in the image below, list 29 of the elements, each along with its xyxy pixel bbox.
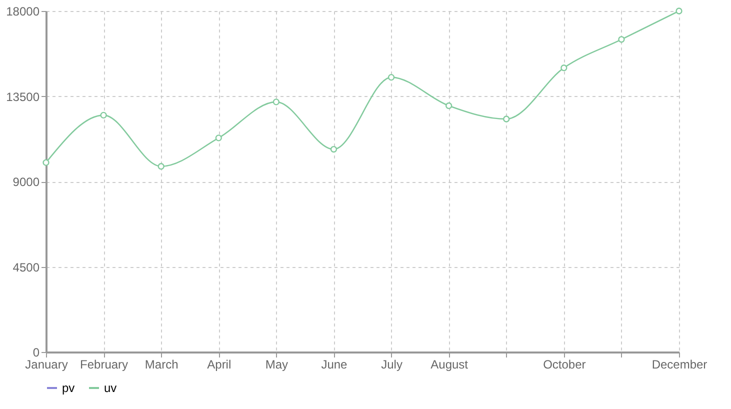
x-tick-label: August [430, 358, 469, 372]
y-tick-label: 0 [32, 346, 40, 360]
point [215, 134, 222, 142]
point [330, 146, 338, 153]
y-tick-label: 18000 [6, 4, 40, 18]
x-tick-label: July [381, 358, 402, 372]
point [445, 102, 452, 110]
point [618, 36, 625, 43]
point [560, 64, 568, 72]
x-tick-label: February [80, 358, 128, 372]
y-tick-label: 4500 [12, 260, 40, 274]
point [272, 98, 280, 106]
legend-label: uv [104, 381, 117, 395]
y-tick-label: 13500 [6, 90, 40, 104]
point [388, 74, 395, 81]
x-tick-label: June [321, 358, 348, 372]
x-tick-label: April [207, 358, 232, 372]
legend-label: pv [62, 381, 75, 395]
x-tick-label: March [144, 358, 178, 372]
x-tick-label: May [265, 358, 288, 372]
x-tick-label: January [25, 358, 68, 372]
x-tick-label: December [652, 358, 708, 372]
point [158, 163, 164, 170]
point [42, 159, 50, 166]
point [503, 116, 510, 122]
point [100, 112, 107, 119]
y-tick-label: 9000 [12, 175, 40, 189]
x-tick-label: October [543, 358, 586, 372]
point [676, 8, 682, 14]
